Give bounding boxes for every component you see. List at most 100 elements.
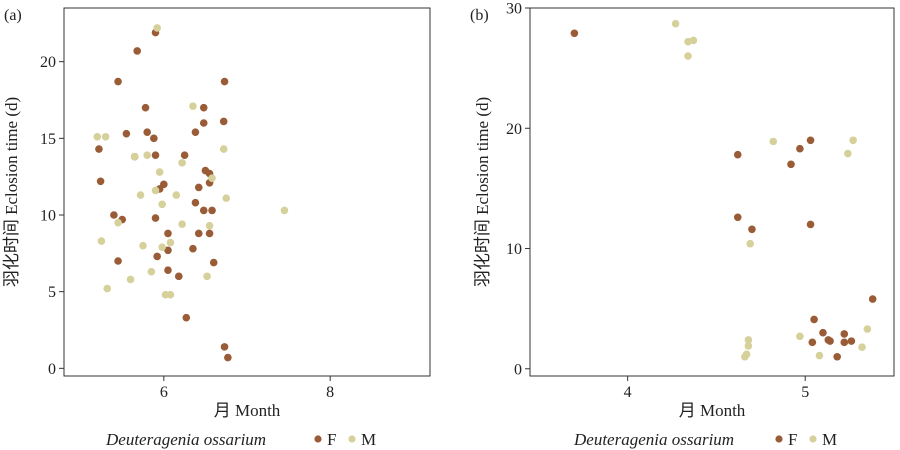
panel-a-point-f (133, 47, 141, 55)
panel-a-point-f (174, 272, 183, 281)
panel-b-legend-swatch-f (775, 435, 783, 443)
panel-b-point-m (684, 52, 692, 60)
panel-a-point-m (147, 267, 156, 276)
panel-a-y-tick-label: 20 (40, 54, 56, 71)
panel-a-point-m (139, 241, 147, 250)
panel-b-point-f (840, 330, 849, 338)
panel-a-point-f (95, 145, 103, 153)
panel-b-point-f (840, 338, 849, 347)
panel-a-point-f (219, 117, 228, 126)
panel-a-point-f (150, 134, 158, 143)
panel-a-point-f (220, 77, 229, 86)
panel-a-point-m (136, 191, 145, 199)
panel-a-chart: (a) 6 8 0 5 10 15 20 月 Month 羽化时间 Eclosion tim… (2, 7, 431, 420)
panel-a-y-axis-label: 羽化时间 Eclosion time (d) (2, 97, 21, 287)
panel-a-point-f (224, 353, 232, 362)
panel-a-x-tick-label: 6 (160, 384, 168, 401)
panel-b-y-tick-label: 20 (506, 121, 522, 138)
panel-a-legend-swatch-f (314, 435, 322, 443)
panel-a-point-f (189, 244, 197, 253)
panel-a-point-f (199, 103, 208, 112)
panel-a-point-m (178, 159, 186, 167)
panel-a-point-m (126, 275, 135, 284)
panel-b-legend-label-f: F (788, 430, 797, 449)
panel-a-point-f (194, 183, 203, 192)
panel-a-point-f (164, 246, 172, 255)
panel-b-x-tick-label: 5 (801, 384, 809, 401)
panel-a-point-f (164, 229, 172, 238)
panel-a-points (93, 24, 289, 362)
panel-b-point-f (833, 352, 841, 361)
panel-b-point-m (741, 352, 749, 361)
panel-a-point-f (114, 257, 122, 265)
panel-b-plot-frame (529, 7, 895, 377)
panel-a-point-m (93, 133, 102, 141)
panel-b-point-m (744, 336, 753, 344)
panel-b-point-f (826, 337, 834, 345)
panel-a-ticks: 6 8 0 5 10 15 20 (40, 54, 334, 401)
panel-a-point-f (209, 258, 218, 267)
panel-b-legend-swatch-m (809, 435, 817, 443)
panel-a-point-m (158, 243, 166, 251)
panel-a-point-m (158, 200, 166, 209)
panel-b-point-m (689, 36, 698, 45)
panel-b-point-m (849, 136, 857, 145)
panel-b-point-m (844, 149, 852, 158)
panel-a-y-tick-label: 10 (40, 208, 56, 225)
panel-b-label: (b) (470, 7, 489, 24)
panel-a-point-f (164, 266, 172, 275)
panel-a-point-m (97, 237, 106, 245)
panel-a-point-m (222, 194, 231, 202)
panel-b-point-f (847, 337, 856, 345)
panel-b-point-f (868, 295, 877, 303)
panel-a-point-f (143, 128, 151, 136)
panel-a-label: (a) (4, 7, 22, 24)
panel-a-point-m (103, 284, 112, 293)
panel-a-point-f (182, 313, 191, 322)
panel-a-point-f (199, 206, 208, 215)
panel-a-point-f (151, 151, 160, 159)
panel-b-point-f (733, 150, 742, 159)
panel-a-point-f (194, 229, 203, 238)
panel-b-points (570, 19, 877, 361)
panel-a-point-m (203, 272, 211, 281)
panel-a-point-m (178, 220, 186, 228)
panel-b-legend-species: Deuteragenia ossarium (573, 430, 734, 449)
panel-b-y-tick-label: 10 (506, 241, 522, 258)
panel-a-point-m (114, 218, 122, 227)
panel-a-point-m (130, 152, 139, 161)
panel-b-ticks: 4 5 0 10 20 30 (506, 1, 809, 402)
panel-a-plot-frame (63, 7, 431, 377)
panel-a-point-m (166, 238, 175, 247)
panel-b-point-m (815, 351, 824, 360)
panel-a-legend: Deuteragenia ossarium F M (105, 430, 376, 449)
panel-a-point-m (205, 221, 214, 230)
panel-b-point-m (863, 325, 872, 333)
panel-a-point-f (141, 103, 150, 112)
panel-a-point-m (143, 151, 151, 159)
panel-b-point-m (858, 343, 866, 351)
panel-a-point-f (208, 206, 216, 215)
panel-b-point-m (796, 332, 804, 341)
panel-a-point-f (191, 128, 200, 136)
panel-a-point-f (151, 214, 160, 222)
panel-b-point-m (746, 239, 754, 248)
panel-b-point-f (733, 213, 742, 222)
panel-a-point-m (153, 24, 161, 32)
panel-a-legend-label-f: F (327, 430, 336, 449)
panel-b-point-f (819, 328, 827, 337)
panel-a-x-axis-label: 月 Month (214, 401, 281, 420)
panel-a-point-f (220, 343, 229, 351)
panel-b-point-f (806, 220, 815, 229)
panel-a-point-m (151, 186, 160, 195)
panel-a-point-m (155, 168, 164, 176)
panel-b-point-f (787, 160, 795, 169)
panel-b-point-m (744, 342, 753, 350)
panel-a-y-tick-label: 15 (40, 131, 56, 148)
panel-a-legend-label-m: M (361, 430, 376, 449)
panel-b-y-tick-label: 0 (514, 361, 522, 378)
panel-a-point-f (180, 151, 189, 159)
panel-b-y-tick-label: 30 (506, 1, 522, 18)
panel-b-point-f (796, 144, 804, 153)
